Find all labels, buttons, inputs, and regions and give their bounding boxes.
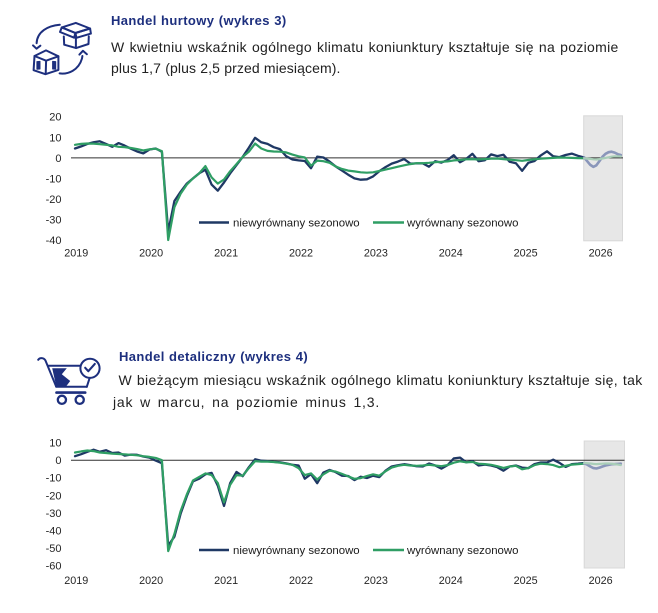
svg-text:2022: 2022 (289, 575, 313, 587)
svg-text:10: 10 (49, 132, 61, 144)
svg-text:-60: -60 (46, 561, 62, 573)
svg-text:wyrównany sezonowo: wyrównany sezonowo (406, 545, 518, 557)
svg-text:2024: 2024 (439, 248, 463, 260)
svg-text:niewyrównany sezonowo: niewyrównany sezonowo (233, 545, 360, 557)
svg-text:2019: 2019 (64, 248, 88, 260)
svg-text:2023: 2023 (364, 248, 388, 260)
svg-text:2025: 2025 (514, 248, 538, 260)
svg-text:0: 0 (55, 455, 61, 467)
svg-text:-40: -40 (46, 525, 62, 537)
svg-text:-10: -10 (46, 173, 62, 185)
svg-text:-30: -30 (46, 214, 62, 226)
svg-text:10: 10 (49, 438, 61, 450)
svg-text:-40: -40 (46, 235, 62, 247)
svg-text:wyrównany sezonowo: wyrównany sezonowo (406, 218, 518, 230)
svg-text:2023: 2023 (364, 575, 388, 587)
svg-text:niewyrównany sezonowo: niewyrównany sezonowo (233, 218, 360, 230)
svg-text:2020: 2020 (139, 248, 163, 260)
svg-text:2020: 2020 (139, 575, 163, 587)
svg-text:2024: 2024 (439, 575, 463, 587)
svg-text:2019: 2019 (64, 575, 88, 587)
svg-text:2021: 2021 (214, 248, 238, 260)
svg-text:0: 0 (55, 153, 61, 165)
svg-text:2021: 2021 (214, 575, 238, 587)
svg-text:-20: -20 (46, 490, 62, 502)
svg-text:20: 20 (49, 112, 61, 124)
svg-text:-30: -30 (46, 508, 62, 520)
svg-text:2022: 2022 (289, 248, 313, 260)
svg-text:2025: 2025 (514, 575, 538, 587)
svg-text:-50: -50 (46, 543, 62, 555)
svg-text:2026: 2026 (589, 248, 613, 260)
svg-text:-10: -10 (46, 473, 62, 485)
svg-text:-20: -20 (46, 194, 62, 206)
svg-text:2026: 2026 (589, 575, 613, 587)
